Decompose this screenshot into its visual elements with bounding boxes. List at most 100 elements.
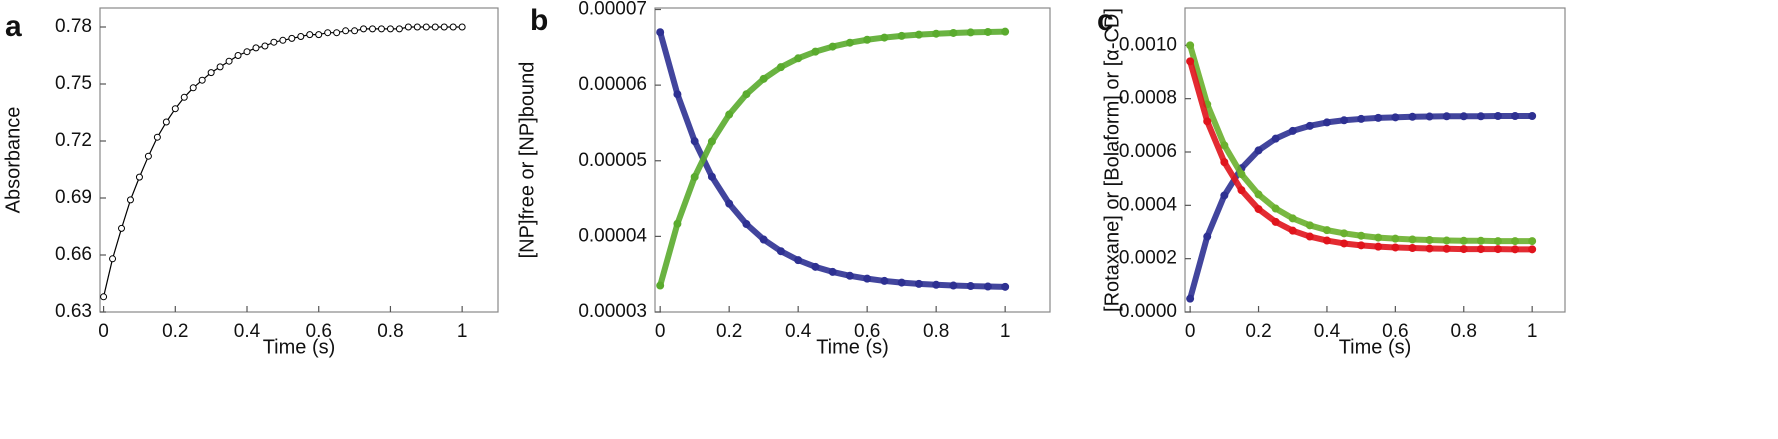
data-point — [1322, 226, 1331, 235]
data-point — [1391, 113, 1400, 122]
data-point — [162, 118, 170, 126]
data-point — [828, 42, 837, 51]
x-tick-label: 1 — [457, 321, 468, 342]
data-point — [243, 48, 251, 56]
data-point — [1476, 236, 1485, 245]
data-point — [1322, 236, 1331, 245]
data-point — [324, 29, 332, 37]
data-point — [1459, 236, 1468, 245]
data-point — [794, 54, 803, 63]
x-tick-label: 0.2 — [162, 321, 188, 342]
data-point — [863, 274, 872, 283]
y-tick-label: 0.0008 — [1119, 88, 1177, 109]
data-point — [1493, 112, 1502, 120]
data-point — [369, 25, 377, 33]
x-tick-label: 0.4 — [1314, 321, 1341, 342]
data-point — [351, 27, 359, 35]
data-point — [1511, 237, 1520, 246]
y-tick-label: 0.0010 — [1119, 34, 1177, 55]
data-point — [1528, 245, 1537, 254]
data-point — [863, 35, 872, 44]
y-tick-label: 0.0002 — [1119, 248, 1177, 269]
data-point — [1459, 112, 1468, 121]
data-point — [1408, 244, 1417, 252]
y-axis-label: Absorbance — [2, 107, 24, 214]
data-point — [1425, 244, 1434, 253]
data-point — [261, 42, 269, 50]
x-tick-label: 0.8 — [377, 321, 403, 342]
x-tick-label: 0 — [98, 321, 109, 342]
data-point — [1442, 236, 1451, 245]
data-point — [776, 63, 785, 72]
data-point — [198, 76, 206, 84]
data-point — [880, 276, 889, 285]
data-point — [1340, 239, 1349, 248]
data-point — [1186, 294, 1195, 303]
data-point — [207, 69, 215, 77]
data-point — [1357, 114, 1366, 123]
data-point — [458, 23, 466, 31]
data-point — [395, 25, 403, 33]
data-point — [315, 31, 323, 39]
data-point — [1493, 237, 1502, 246]
panel-letter: a — [5, 10, 22, 43]
data-point — [1374, 242, 1383, 251]
data-point — [449, 23, 457, 31]
y-tick-label: 0.00007 — [578, 0, 647, 20]
data-point — [1459, 245, 1468, 254]
data-point — [225, 57, 233, 65]
data-point — [932, 29, 941, 38]
x-tick-label: 1 — [1527, 321, 1538, 342]
x-tick-label: 0.6 — [854, 321, 880, 342]
data-point — [949, 28, 958, 37]
x-axis-label: Time (s) — [263, 336, 336, 358]
data-point — [109, 255, 117, 263]
data-point — [1237, 186, 1246, 195]
x-tick-label: 0.2 — [716, 321, 742, 342]
data-point — [413, 23, 421, 31]
data-point — [1322, 118, 1331, 127]
data-point — [288, 34, 296, 42]
data-point — [707, 172, 716, 181]
data-point — [983, 282, 992, 291]
data-point — [440, 23, 448, 31]
data-point — [431, 23, 439, 31]
data-point — [1254, 190, 1263, 199]
x-axis-label: Time (s) — [1339, 336, 1412, 358]
data-point — [1305, 121, 1314, 130]
y-axis-label: [NP]free or [NP]bound — [516, 62, 538, 259]
y-tick-label: 0.0006 — [1119, 141, 1177, 162]
y-tick-label: 0.72 — [55, 130, 92, 151]
data-point — [1374, 233, 1383, 242]
y-tick-label: 0.00004 — [578, 225, 647, 246]
data-point — [725, 199, 734, 208]
y-tick-label: 0.63 — [55, 301, 92, 322]
data-point — [153, 133, 161, 141]
y-tick-label: 0.69 — [55, 187, 92, 208]
data-point — [914, 30, 923, 39]
data-point — [673, 219, 682, 228]
data-point — [126, 196, 134, 204]
x-tick-label: 0.4 — [234, 321, 261, 342]
data-point — [897, 31, 906, 40]
series-line — [102, 26, 463, 298]
data-point — [135, 173, 143, 181]
data-point — [171, 105, 179, 113]
data-point — [1357, 231, 1366, 240]
series-line — [1187, 58, 1536, 253]
data-point — [1001, 282, 1010, 291]
x-axis-label: Time (s) — [816, 336, 889, 358]
data-point — [1220, 141, 1229, 150]
data-point — [1391, 234, 1400, 243]
data-point — [966, 282, 975, 291]
data-point — [1288, 214, 1297, 223]
data-point — [100, 293, 108, 301]
data-point — [1528, 112, 1537, 120]
data-point — [234, 52, 242, 59]
data-point — [1528, 237, 1537, 246]
y-axis-label: [Rotaxane] or [Bolaform] or [α-CD] — [1101, 8, 1123, 312]
data-point — [811, 47, 820, 56]
data-point — [270, 38, 278, 46]
data-point — [914, 279, 923, 288]
data-point — [180, 93, 188, 101]
